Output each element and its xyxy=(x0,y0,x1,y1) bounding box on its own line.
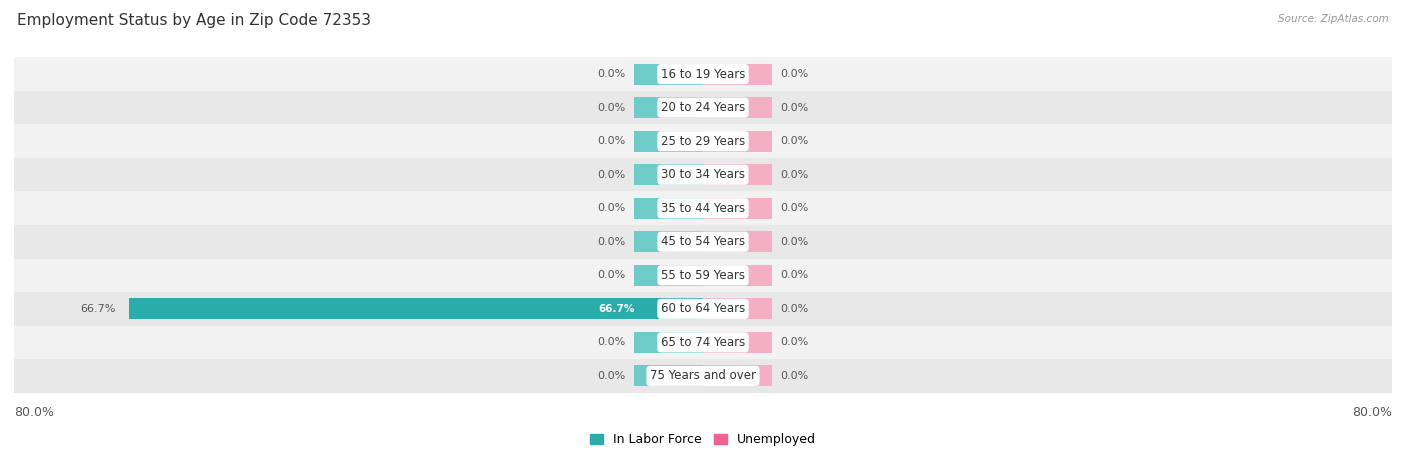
Text: 80.0%: 80.0% xyxy=(1353,406,1392,419)
Bar xyxy=(634,365,703,386)
Text: 0.0%: 0.0% xyxy=(598,270,626,280)
Bar xyxy=(703,198,772,219)
Text: 20 to 24 Years: 20 to 24 Years xyxy=(661,101,745,114)
Text: Employment Status by Age in Zip Code 72353: Employment Status by Age in Zip Code 723… xyxy=(17,14,371,28)
Text: 0.0%: 0.0% xyxy=(780,237,808,247)
Text: 80.0%: 80.0% xyxy=(14,406,53,419)
Bar xyxy=(703,265,772,286)
Text: 0.0%: 0.0% xyxy=(780,338,808,347)
Bar xyxy=(14,191,1392,225)
Text: 0.0%: 0.0% xyxy=(780,170,808,180)
Text: 45 to 54 Years: 45 to 54 Years xyxy=(661,235,745,248)
Text: 0.0%: 0.0% xyxy=(598,237,626,247)
Bar xyxy=(703,365,772,386)
Bar xyxy=(634,97,703,118)
Text: 55 to 59 Years: 55 to 59 Years xyxy=(661,269,745,282)
Bar xyxy=(703,131,772,152)
Text: 30 to 34 Years: 30 to 34 Years xyxy=(661,168,745,181)
Bar xyxy=(703,231,772,252)
Bar xyxy=(634,231,703,252)
Bar xyxy=(634,164,703,185)
Bar xyxy=(703,332,772,353)
Text: 60 to 64 Years: 60 to 64 Years xyxy=(661,302,745,315)
Text: 0.0%: 0.0% xyxy=(780,203,808,213)
Bar xyxy=(634,332,703,353)
Bar xyxy=(634,64,703,85)
Text: 0.0%: 0.0% xyxy=(598,203,626,213)
Text: 0.0%: 0.0% xyxy=(598,338,626,347)
Text: 0.0%: 0.0% xyxy=(780,103,808,112)
Text: 0.0%: 0.0% xyxy=(780,69,808,79)
Bar xyxy=(128,298,703,319)
Bar xyxy=(14,326,1392,359)
Legend: In Labor Force, Unemployed: In Labor Force, Unemployed xyxy=(585,428,821,450)
Text: 0.0%: 0.0% xyxy=(780,371,808,381)
Text: 0.0%: 0.0% xyxy=(598,170,626,180)
Bar xyxy=(634,131,703,152)
Text: 0.0%: 0.0% xyxy=(780,304,808,314)
Bar xyxy=(703,64,772,85)
Bar xyxy=(634,265,703,286)
Bar xyxy=(14,292,1392,326)
Bar xyxy=(14,359,1392,393)
Text: 0.0%: 0.0% xyxy=(780,270,808,280)
Text: 66.7%: 66.7% xyxy=(599,304,636,314)
Text: 75 Years and over: 75 Years and over xyxy=(650,369,756,382)
Text: 66.7%: 66.7% xyxy=(80,304,115,314)
Bar xyxy=(14,91,1392,124)
Bar xyxy=(634,198,703,219)
Text: 0.0%: 0.0% xyxy=(598,103,626,112)
Text: 25 to 29 Years: 25 to 29 Years xyxy=(661,135,745,148)
Text: 0.0%: 0.0% xyxy=(598,136,626,146)
Bar xyxy=(703,164,772,185)
Text: 65 to 74 Years: 65 to 74 Years xyxy=(661,336,745,349)
Bar xyxy=(14,225,1392,259)
Text: 35 to 44 Years: 35 to 44 Years xyxy=(661,202,745,215)
Text: 16 to 19 Years: 16 to 19 Years xyxy=(661,68,745,81)
Bar xyxy=(14,259,1392,292)
Bar xyxy=(14,124,1392,158)
Bar xyxy=(14,57,1392,91)
Bar xyxy=(703,298,772,319)
Text: 0.0%: 0.0% xyxy=(598,69,626,79)
Bar xyxy=(703,97,772,118)
Text: 0.0%: 0.0% xyxy=(598,371,626,381)
Bar xyxy=(14,158,1392,191)
Text: 0.0%: 0.0% xyxy=(780,136,808,146)
Text: Source: ZipAtlas.com: Source: ZipAtlas.com xyxy=(1278,14,1389,23)
